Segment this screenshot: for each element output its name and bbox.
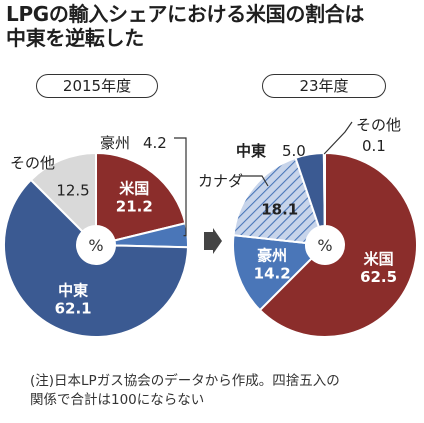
pie-2023-year-label: 23年度 (262, 74, 386, 98)
pie-2015: % (3, 151, 189, 338)
pie-2015-center-label: % (88, 236, 103, 255)
chart-title-line1: LPGの輸入シェアにおける米国の割合は (6, 2, 365, 26)
pie-2015-label-middle-east-value: 62.1 (55, 299, 92, 317)
pie-2023: % (232, 151, 418, 338)
pie-2023-label-canada-value: 18.1 (261, 201, 298, 219)
pie-2023-leader-others (323, 121, 353, 155)
pie-2015-leader-australia (174, 137, 187, 237)
note-line1: (注)日本LPガス協会のデータから作成。四捨五入の (30, 373, 340, 389)
pie-2023-label-canada-name: カナダ (198, 172, 243, 190)
pie-2015-label-usa-value: 21.2 (116, 197, 153, 215)
pie-2015-label-others-value: 12.5 (56, 182, 89, 200)
pie-2015-slice-middle-east (3, 178, 189, 338)
pie-2023-label-middle-east-name: 中東 (236, 142, 266, 160)
pie-2023-slice-others (322, 151, 326, 228)
pie-2023-leader-canada (240, 175, 269, 187)
pie-2015-label-australia-name: 豪州 (100, 134, 130, 152)
pie-2023-center-label: % (317, 236, 332, 255)
chart-title-line2: 中東を逆転した (6, 26, 144, 50)
pie-2015-label-australia-value: 4.2 (143, 134, 167, 152)
pie-2023-label-middle-east-value: 5.0 (282, 142, 306, 160)
pie-2015-slice-usa (95, 151, 187, 242)
chart-title: LPGの輸入シェアにおける米国の割合は 中東を逆転した (6, 2, 422, 50)
pie-2023-label-others-value: 0.1 (362, 137, 386, 155)
pie-2015-label-others-name: その他 (10, 154, 55, 172)
pie-2015-slice-others (29, 151, 97, 233)
pie-2023-slice-usa (258, 151, 418, 338)
pie-2023-slice-australia (232, 234, 313, 312)
pie-2023-label-usa-value: 62.5 (360, 268, 397, 286)
pie-2015-year-label: 2015年度 (36, 74, 158, 98)
pie-2023-label-australia-name: 豪州 (257, 247, 287, 265)
source-note: (注)日本LPガス協会のデータから作成。四捨五入の 関係で合計は100にならない (30, 372, 416, 410)
pie-2023-label-others-name: その他 (356, 116, 401, 134)
note-line2: 関係で合計は100にならない (30, 392, 205, 408)
pie-2023-label-usa-name: 米国 (364, 250, 394, 268)
pie-2015-label-middle-east-name: 中東 (58, 281, 88, 299)
pie-2023-label-australia-value: 14.2 (254, 265, 291, 283)
arrow-right-icon (204, 228, 222, 254)
pie-2023-slice-canada (232, 156, 321, 245)
pie-2015-label-usa-name: 米国 (119, 179, 149, 197)
